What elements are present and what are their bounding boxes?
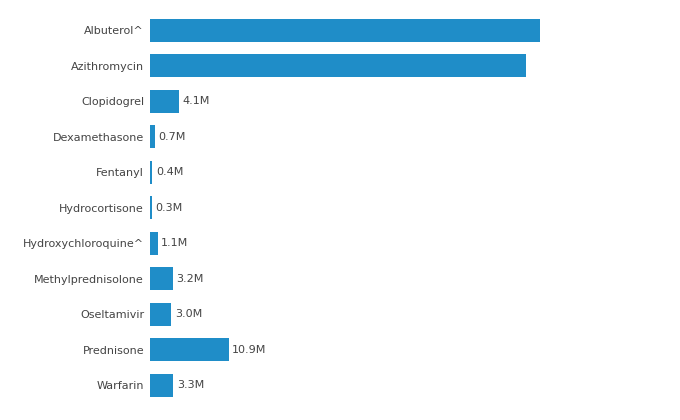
Bar [150, 19, 541, 42]
Text: 0.4M: 0.4M [156, 168, 184, 177]
Text: 0.3M: 0.3M [156, 203, 183, 213]
Bar [150, 268, 173, 291]
Bar [150, 339, 228, 362]
Text: 3.2M: 3.2M [176, 274, 204, 284]
Text: 1.1M: 1.1M [161, 239, 188, 248]
Bar [150, 303, 171, 326]
Bar [150, 374, 173, 397]
Text: 3.0M: 3.0M [175, 310, 202, 320]
Bar [150, 232, 158, 255]
Text: 4.1M: 4.1M [183, 96, 210, 106]
Bar [150, 197, 152, 219]
Text: 0.7M: 0.7M [158, 132, 186, 142]
Bar [150, 90, 180, 113]
Text: 10.9M: 10.9M [232, 345, 267, 355]
Bar [150, 161, 152, 184]
Bar [150, 125, 154, 148]
Bar [150, 54, 526, 77]
Text: 3.3M: 3.3M [177, 381, 205, 391]
